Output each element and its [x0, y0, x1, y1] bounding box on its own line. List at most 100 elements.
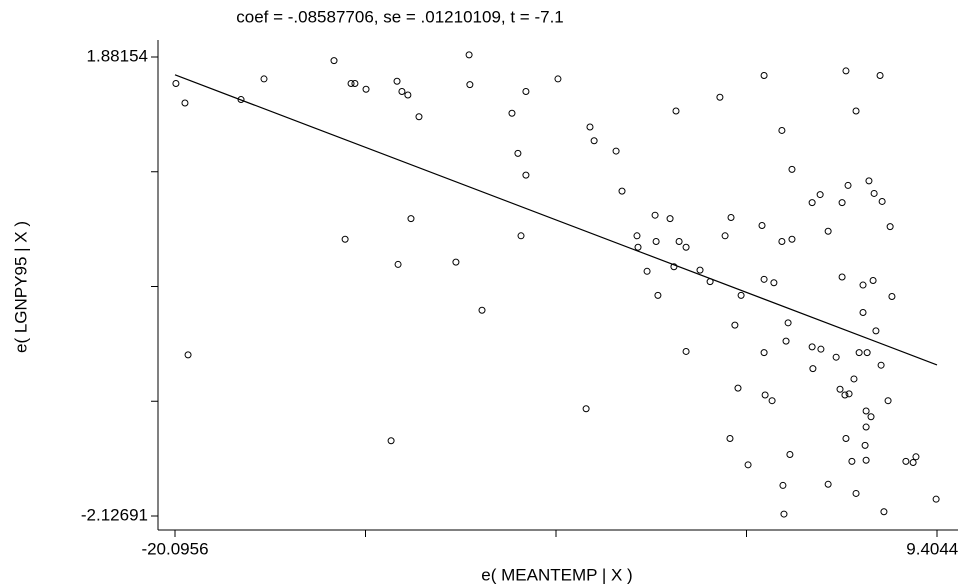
point [886, 223, 894, 231]
point [770, 279, 778, 287]
point [877, 361, 885, 369]
point [514, 149, 522, 157]
point [696, 266, 704, 274]
point [760, 349, 768, 357]
point [842, 434, 850, 442]
point [731, 321, 739, 329]
point [682, 243, 690, 251]
x-axis-label: e( MEANTEMP | X ) [481, 565, 632, 584]
point [415, 113, 423, 121]
point [347, 80, 355, 88]
point [786, 451, 794, 459]
point [393, 77, 401, 85]
point [612, 147, 620, 155]
point [682, 347, 690, 355]
point [582, 405, 590, 413]
fit-line [174, 74, 938, 366]
point [878, 197, 886, 205]
point [841, 391, 849, 399]
point [452, 258, 460, 266]
point [872, 327, 880, 335]
point [912, 453, 920, 461]
point [852, 489, 860, 497]
point [618, 187, 626, 195]
point [768, 397, 776, 405]
point [666, 215, 674, 223]
point [862, 407, 870, 415]
point [633, 232, 641, 240]
point [508, 109, 516, 117]
point [590, 137, 598, 145]
point [651, 211, 659, 219]
point [761, 391, 769, 399]
point [554, 75, 562, 83]
point [466, 81, 474, 89]
point [782, 337, 790, 345]
point [394, 260, 402, 268]
point [862, 423, 870, 431]
point [404, 91, 412, 99]
point [784, 319, 792, 327]
point [859, 309, 867, 317]
point [867, 413, 875, 421]
point [838, 273, 846, 281]
point [672, 107, 680, 115]
point [744, 461, 752, 469]
point [398, 88, 406, 96]
point [778, 238, 786, 246]
point [184, 351, 192, 359]
point [824, 227, 832, 235]
point [855, 349, 863, 357]
point [181, 99, 189, 107]
point [845, 390, 853, 398]
point [865, 177, 873, 185]
point [859, 281, 867, 289]
point [808, 199, 816, 207]
point [652, 238, 660, 246]
point [586, 123, 594, 131]
point [721, 232, 729, 240]
point [407, 215, 415, 223]
point [909, 459, 917, 467]
point [351, 80, 359, 88]
point [884, 397, 892, 405]
point [836, 385, 844, 393]
point [852, 107, 860, 115]
point [780, 510, 788, 518]
point [932, 495, 940, 503]
point [861, 441, 869, 449]
point [832, 353, 840, 361]
point [816, 191, 824, 199]
point [817, 345, 825, 353]
point [808, 343, 816, 351]
point [172, 80, 180, 88]
point [760, 71, 768, 79]
point [726, 434, 734, 442]
point [788, 235, 796, 243]
point [670, 263, 678, 271]
point [517, 232, 525, 240]
x-tick-label: -20.0956 [141, 539, 208, 558]
point [734, 384, 742, 392]
y-axis-label: e( LGNPY95 | X ) [11, 221, 30, 353]
point [850, 375, 858, 383]
point [888, 292, 896, 300]
point [362, 85, 370, 93]
point [654, 291, 662, 299]
point [330, 57, 338, 65]
point [760, 275, 768, 283]
point [824, 480, 832, 488]
point [902, 457, 910, 465]
point [779, 481, 787, 489]
point [758, 222, 766, 230]
point [870, 189, 878, 197]
point [522, 88, 530, 96]
point [260, 75, 268, 83]
point [869, 276, 877, 284]
point [862, 456, 870, 464]
point [706, 278, 714, 286]
y-tick-label: -2.12691 [81, 505, 148, 524]
point [737, 291, 745, 299]
